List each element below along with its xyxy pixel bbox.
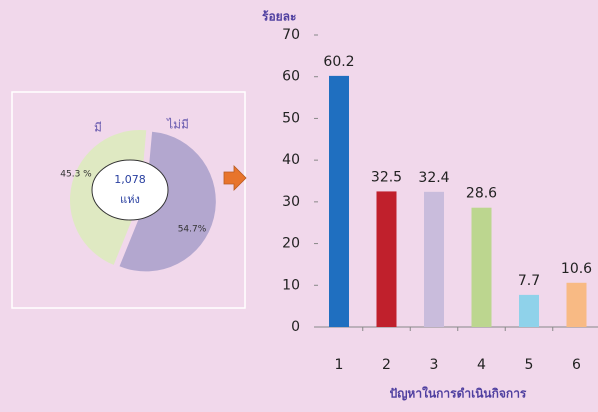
bar-value-label: 32.5: [371, 169, 402, 185]
bar-value-label: 28.6: [466, 186, 497, 202]
x-tick-label: 5: [525, 357, 534, 373]
bar: [519, 294, 539, 327]
center-text: แห่ง: [120, 193, 140, 206]
x-tick-label: 2: [382, 357, 391, 373]
bar-value-label: 32.4: [418, 170, 449, 186]
center-text: 1,078: [114, 173, 146, 186]
bar: [424, 191, 444, 327]
x-tick-label: 1: [335, 357, 344, 373]
pie-frame: [11, 91, 246, 309]
pie-slice: [119, 131, 216, 272]
bar: [329, 75, 349, 327]
bar: [376, 191, 397, 327]
slice-name: มี: [94, 121, 102, 135]
x-tick-label: 3: [430, 357, 439, 373]
x-tick-label: 4: [477, 357, 486, 373]
y-tick-label: 70: [282, 27, 300, 43]
y-axis-label: ร้อยละ: [262, 10, 296, 24]
y-tick-label: 10: [282, 277, 300, 293]
y-tick-label: 40: [282, 152, 300, 168]
bar-value-label: 10.6: [561, 261, 592, 277]
x-tick-label: 6: [572, 357, 581, 373]
arrow: [223, 165, 247, 191]
y-tick-label: 50: [282, 110, 300, 126]
y-tick-label: 20: [282, 236, 300, 252]
slice-value-label: 45.3 %: [60, 170, 92, 180]
center-badge: [91, 159, 169, 221]
bar-value-label: 60.2: [323, 54, 354, 70]
bar: [471, 207, 492, 327]
y-tick-label: 30: [282, 194, 300, 210]
y-tick-label: 0: [291, 319, 300, 335]
slice-value-label: 54.7%: [178, 225, 207, 235]
bar: [566, 282, 587, 327]
y-tick-label: 60: [282, 69, 300, 85]
x-axis-label: ปัญหาในการดำเนินกิจการ: [390, 386, 527, 401]
bar-value-label: 7.7: [518, 273, 540, 289]
slice-name: ไม่มี: [166, 118, 189, 132]
